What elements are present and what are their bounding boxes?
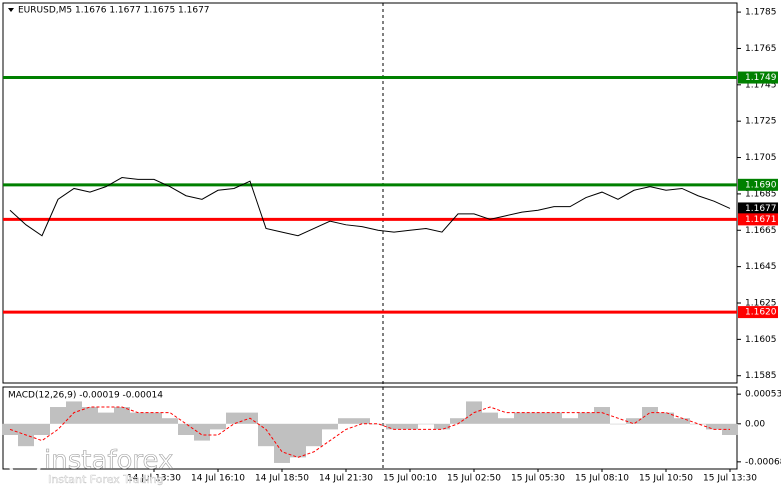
- macd-tick-label: 0.00: [745, 419, 765, 429]
- y-tick-label: 1.1625: [745, 299, 777, 309]
- macd-tick-label: 0.00053: [745, 390, 781, 400]
- price-line: [9, 177, 731, 237]
- macd-bar: [706, 423, 722, 430]
- macd-bar: [34, 423, 50, 435]
- macd-bar: [594, 407, 610, 424]
- macd-bar: [386, 423, 402, 430]
- macd-bar: [146, 412, 162, 424]
- y-tick-label: 1.1665: [745, 226, 777, 236]
- x-tick-label: 15 Jul 02:50: [447, 474, 501, 484]
- chart-title: EURUSD,M5 1.1676 1.1677 1.1675 1.1677: [18, 6, 210, 16]
- macd-title: MACD(12,26,9) -0.00019 -0.00014: [8, 391, 163, 401]
- macd-bar: [98, 412, 114, 424]
- x-tick-label: 14 Jul 18:50: [255, 474, 309, 484]
- x-tick-label: 15 Jul 00:10: [383, 474, 437, 484]
- level-label: 1.1671: [745, 215, 777, 225]
- macd-bar: [82, 407, 98, 424]
- macd-bar: [498, 418, 514, 424]
- macd-bar: [450, 418, 466, 424]
- macd-bar: [626, 418, 642, 424]
- macd-bar: [562, 418, 578, 424]
- watermark: instaforex: [44, 446, 173, 476]
- x-tick-label: 15 Jul 10:50: [639, 474, 693, 484]
- macd-bar: [194, 423, 210, 441]
- macd-bar: [226, 412, 242, 424]
- x-tick-label: 14 Jul 13:30: [127, 474, 181, 484]
- x-tick-label: 15 Jul 08:10: [575, 474, 629, 484]
- macd-bar: [354, 418, 370, 424]
- y-tick-label: 1.1785: [745, 8, 777, 18]
- macd-bar: [482, 412, 498, 424]
- level-box: [738, 71, 778, 84]
- macd-signal: [9, 406, 730, 458]
- level-box: [738, 178, 778, 191]
- macd-bar: [434, 423, 450, 430]
- level-label: 1.1677: [745, 204, 777, 214]
- x-tick-label: 14 Jul 21:30: [319, 474, 373, 484]
- macd-bar: [690, 423, 706, 425]
- macd-bar: [402, 423, 418, 430]
- watermark-sub: Instant Forex Trading: [48, 473, 164, 486]
- macd-bar: [114, 407, 130, 424]
- macd-bar: [530, 412, 546, 424]
- macd-bar: [546, 412, 562, 424]
- level-box: [738, 213, 778, 226]
- main-frame: [2, 2, 738, 384]
- level-label: 1.1620: [745, 308, 777, 318]
- macd-bar: [370, 423, 386, 425]
- macd-tick-label: -0.00068: [745, 457, 781, 467]
- y-tick-label: 1.1685: [745, 189, 777, 199]
- macd-bar: [674, 418, 690, 424]
- y-tick-label: 1.1725: [745, 117, 777, 127]
- macd-bar: [642, 407, 658, 424]
- macd-bar: [210, 423, 226, 430]
- macd-bar: [418, 423, 434, 425]
- macd-bar: [322, 423, 338, 430]
- y-tick-label: 1.1745: [745, 80, 777, 90]
- menu-arrow: [8, 8, 14, 12]
- macd-bar: [338, 418, 354, 424]
- macd-bar: [578, 412, 594, 424]
- level-label: 1.1690: [745, 180, 777, 190]
- x-tick-label: 14 Jul 16:10: [191, 474, 245, 484]
- level-box: [738, 306, 778, 319]
- macd-bar: [130, 412, 146, 424]
- y-tick-label: 1.1645: [745, 262, 777, 272]
- x-tick-label: 15 Jul 13:30: [703, 474, 757, 484]
- macd-bar: [306, 423, 322, 447]
- x-tick-label: 15 Jul 05:30: [511, 474, 565, 484]
- y-tick-label: 1.1765: [745, 44, 777, 54]
- macd-bar: [178, 423, 194, 435]
- macd-bar: [162, 418, 178, 424]
- macd-bar: [514, 412, 530, 424]
- level-box: [738, 202, 778, 215]
- y-tick-label: 1.1705: [745, 153, 777, 163]
- macd-bar: [290, 423, 306, 458]
- macd-bar: [610, 423, 626, 425]
- macd-bar: [258, 423, 274, 447]
- logo-icon: [8, 446, 42, 480]
- macd-bar: [658, 412, 674, 424]
- y-tick-label: 1.1585: [745, 371, 777, 381]
- y-tick-label: 1.1605: [745, 335, 777, 345]
- level-label: 1.1749: [745, 73, 777, 83]
- macd-bar: [50, 407, 66, 424]
